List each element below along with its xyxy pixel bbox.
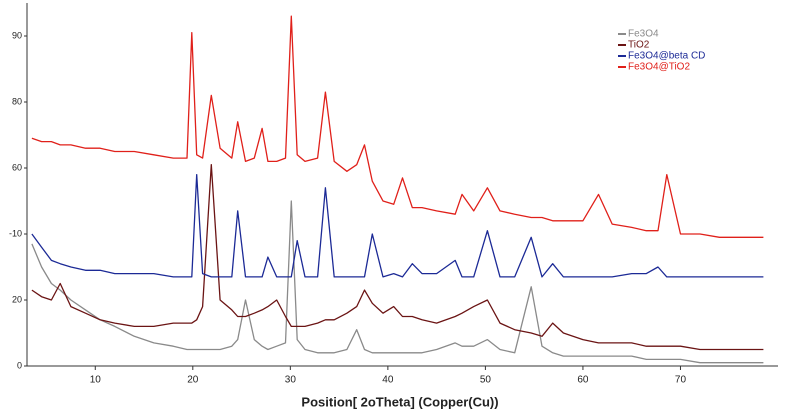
- legend-label: Fe3O4@beta CD: [628, 51, 705, 62]
- x-tick-label: 40: [382, 375, 394, 386]
- y-tick-label: 60: [12, 162, 22, 172]
- series-line: [31, 164, 764, 351]
- y-tick-label: 80: [12, 96, 22, 106]
- x-tick-label: 60: [577, 375, 589, 386]
- y-tick-label: 20: [12, 294, 22, 304]
- x-axis-label: Position[ 2oTheta] (Copper(Cu)): [301, 394, 498, 409]
- x-tick-label: 20: [187, 375, 199, 386]
- y-tick-label: 90: [12, 30, 22, 40]
- legend-label: TiO2: [628, 40, 650, 51]
- y-tick-label: 0: [17, 360, 22, 370]
- legend-label: Fe3O4@TiO2: [628, 62, 690, 73]
- x-tick-label: 30: [285, 375, 297, 386]
- series-line: [31, 173, 764, 278]
- series-line: [31, 15, 764, 238]
- x-tick-label: 70: [675, 375, 687, 386]
- series-line: [31, 200, 764, 364]
- x-tick-label: 50: [480, 375, 492, 386]
- y-tick-label: -10: [9, 228, 22, 238]
- legend-label: Fe3O4: [628, 29, 659, 40]
- x-tick-label: 10: [90, 375, 102, 386]
